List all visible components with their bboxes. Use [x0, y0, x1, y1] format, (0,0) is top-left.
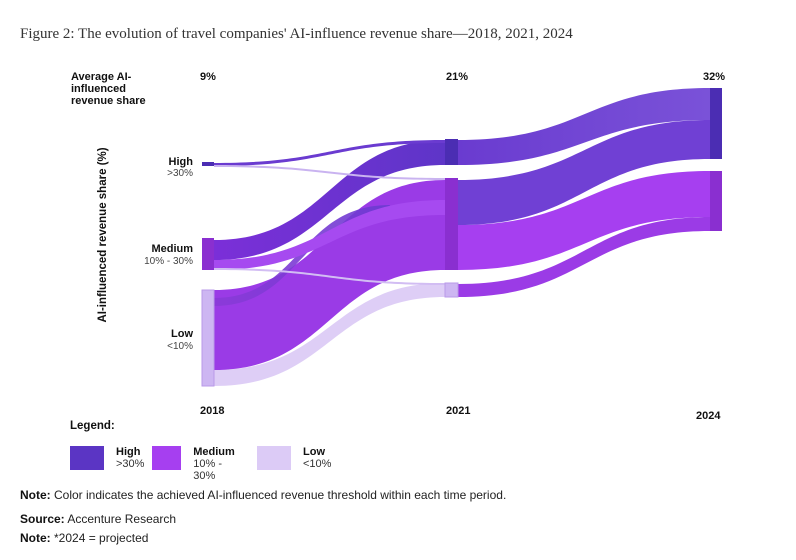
legend-swatch-medium	[152, 446, 182, 470]
legend-swatch-low	[257, 446, 291, 470]
note-color: Note: Color indicates the achieved AI-in…	[20, 488, 507, 502]
legend-swatch-high	[70, 446, 104, 470]
node-2018-high	[202, 162, 214, 166]
sankey-chart: Average AI- influenced revenue share 9% …	[71, 71, 725, 422]
category-low-range: <10%	[167, 341, 193, 352]
legend-item-high: High >30%	[70, 446, 144, 470]
category-medium-range: 10% - 30%	[144, 256, 193, 267]
flow-2018-high-to-2021-high	[214, 140, 445, 166]
average-label-line2: influenced	[71, 83, 126, 95]
average-2024: 32%	[703, 71, 725, 83]
legend-item-low: Low <10%	[257, 446, 331, 470]
period-2024: 2024	[696, 410, 721, 422]
category-high-range: >30%	[167, 168, 193, 179]
node-2021-high	[445, 139, 458, 165]
flow-2021-high-to-2024-high	[458, 88, 710, 165]
category-high-name: High	[169, 156, 194, 168]
flow-2018-low-to-2021-low	[214, 283, 445, 386]
legend-range-low: <10%	[303, 458, 332, 470]
flow-2018-high-to-2021-medium	[214, 165, 445, 180]
average-label-line3: revenue share	[71, 95, 146, 107]
legend-name-low: Low	[303, 446, 325, 458]
legend-range-medium: 10% - 30%	[193, 458, 222, 482]
flow-2021-medium-to-2024-high	[458, 120, 710, 225]
node-2018-medium	[202, 238, 214, 270]
y-axis-label: AI-influenced revenue share (%)	[97, 147, 109, 322]
flow-2018-medium-to-2021-low	[214, 268, 445, 285]
flow-2021-medium-to-2024-medium	[458, 171, 710, 270]
node-2021-low	[444, 282, 459, 298]
node-2024-medium	[710, 171, 722, 231]
flow-2018-low-to-2021-high	[214, 205, 390, 306]
category-low-name: Low	[171, 328, 193, 340]
category-medium-name: Medium	[151, 243, 193, 255]
period-2021: 2021	[446, 405, 470, 417]
average-2018: 9%	[200, 71, 216, 83]
legend-name-high: High	[116, 446, 141, 458]
node-2018-low	[201, 289, 215, 387]
note-source: Source: Accenture Research	[20, 512, 177, 526]
period-2018: 2018	[200, 405, 224, 417]
legend-title: Legend:	[70, 420, 115, 432]
flow-2021-low-to-2024-medium	[458, 217, 710, 297]
legend-range-high: >30%	[116, 458, 145, 470]
legend-item-medium: Medium 10% - 30%	[152, 446, 240, 482]
flow-2018-medium-to-2021-medium	[214, 200, 445, 270]
node-2024-high	[710, 88, 722, 159]
average-label-line1: Average AI-	[71, 71, 132, 83]
legend-name-medium: Medium	[193, 446, 235, 458]
note-projected: Note: *2024 = projected	[20, 531, 149, 545]
flow-2018-medium-to-2021-high	[214, 140, 445, 260]
average-2021: 21%	[446, 71, 468, 83]
chart-title: Figure 2: The evolution of travel compan…	[20, 26, 573, 42]
flow-2018-low-to-2021-medium	[214, 180, 445, 370]
node-2021-medium	[445, 178, 458, 270]
